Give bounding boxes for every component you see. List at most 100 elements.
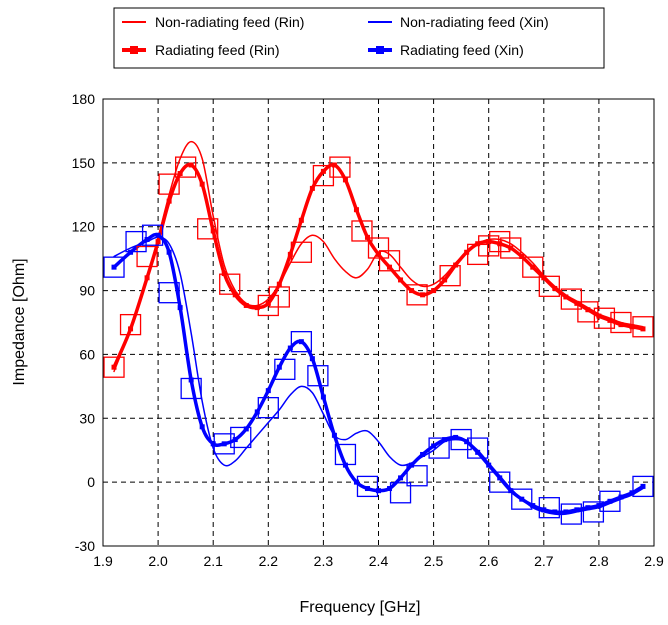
- y-tick-label: 90: [79, 283, 95, 299]
- x-axis-ticks: 1.9 2.0 2.1 2.2 2.3 2.4 2.5 2.6 2.7 2.8 2.9: [93, 553, 664, 569]
- data-point: [453, 434, 459, 440]
- marker-rad-rin: [489, 230, 511, 253]
- data-point: [243, 426, 249, 432]
- marker-rad-rin: [593, 307, 616, 329]
- y-tick-label: 150: [72, 155, 96, 171]
- marker-rad-xin: [334, 443, 357, 466]
- marker-rad-rin: [103, 356, 125, 378]
- data-point: [530, 264, 536, 270]
- x-tick-label: 2.2: [259, 553, 279, 569]
- marker-rad-xin: [632, 475, 654, 498]
- data-point: [353, 479, 359, 485]
- data-point: [254, 409, 260, 415]
- data-point: [574, 300, 580, 306]
- data-point: [210, 228, 216, 234]
- x-tick-label: 2.4: [369, 553, 389, 569]
- data-point: [376, 488, 381, 494]
- x-tick-label: 2.3: [314, 553, 334, 569]
- data-point: [629, 324, 635, 330]
- data-point: [287, 251, 293, 257]
- data-point: [442, 277, 448, 283]
- marker-rad-xin: [467, 437, 489, 459]
- data-point: [342, 177, 348, 183]
- data-point: [464, 439, 470, 445]
- data-point: [431, 288, 437, 294]
- data-point: [111, 364, 117, 370]
- marker-rad-xin: [307, 365, 329, 387]
- data-point: [596, 313, 602, 319]
- marker-rad-rin: [378, 250, 401, 272]
- marker-rad-rin: [632, 316, 654, 338]
- data-point: [486, 239, 492, 245]
- marker-rad-xin: [450, 428, 472, 451]
- data-point: [486, 462, 492, 468]
- data-point: [353, 207, 359, 213]
- data-point: [574, 507, 580, 513]
- marker-rad-xin: [356, 475, 379, 498]
- data-point: [519, 496, 525, 502]
- data-point: [364, 234, 370, 240]
- data-point: [508, 488, 514, 494]
- legend-entry-rad-rin: Radiating feed (Rin): [122, 42, 280, 58]
- marker-rad-xin: [290, 331, 313, 353]
- marker-rad-xin: [103, 256, 125, 278]
- data-point: [210, 441, 216, 447]
- data-point: [420, 292, 426, 298]
- x-tick-label: 2.1: [203, 553, 223, 569]
- marker-rad-rin: [406, 284, 428, 306]
- y-tick-label: 180: [72, 91, 96, 107]
- data-point: [552, 285, 558, 291]
- marker-rad-xin: [158, 282, 180, 304]
- data-point: [177, 305, 183, 311]
- data-point: [607, 498, 613, 504]
- data-point: [287, 345, 293, 351]
- legend-label-rad-xin: Radiating feed (Xin): [400, 42, 524, 58]
- data-point: [265, 388, 271, 394]
- marker-rad-rin: [351, 220, 373, 242]
- data-point: [409, 288, 415, 294]
- x-tick-label: 2.7: [534, 553, 554, 569]
- marker-rad-xin: [125, 230, 147, 253]
- marker-rad-xin: [257, 396, 279, 419]
- data-point: [128, 326, 134, 332]
- legend-label-nonrad-rin: Non-radiating feed (Rin): [155, 14, 304, 30]
- series-layer: [111, 140, 646, 516]
- x-tick-label: 2.9: [644, 553, 664, 569]
- data-point: [398, 277, 404, 283]
- marker-layer: [103, 156, 654, 525]
- legend-box: [113, 7, 605, 69]
- data-point: [607, 317, 613, 323]
- x-tick-label: 2.0: [148, 553, 168, 569]
- y-tick-label: 0: [87, 474, 95, 490]
- marker-rad-xin: [599, 490, 621, 512]
- y-tick-label: 120: [72, 219, 96, 235]
- marker-rad-rin: [439, 265, 461, 287]
- marker-rad-rin: [257, 294, 279, 317]
- data-point: [519, 254, 525, 260]
- marker-rad-rin: [290, 241, 313, 263]
- legend-entry-nonrad-xin: Non-radiating feed (Xin): [368, 14, 549, 30]
- marker-rad-xin: [230, 426, 252, 449]
- data-point: [320, 168, 326, 174]
- data-point: [221, 441, 227, 447]
- marker-rad-rin: [174, 156, 197, 178]
- data-point: [254, 305, 260, 311]
- data-point: [199, 424, 205, 430]
- y-tick-label: 30: [79, 410, 95, 426]
- data-point: [376, 251, 381, 257]
- legend-entry-rad-xin: Radiating feed (Xin): [368, 42, 524, 58]
- marker-rad-rin: [219, 273, 241, 295]
- marker-rad-xin: [389, 482, 412, 504]
- data-point: [563, 509, 569, 515]
- data-point: [398, 475, 404, 481]
- data-point: [387, 264, 393, 270]
- legend-entry-nonrad-rin: Non-radiating feed (Rin): [122, 14, 304, 30]
- data-point: [585, 307, 591, 313]
- marker-rad-rin: [312, 164, 335, 187]
- data-point: [596, 503, 602, 509]
- data-point: [111, 264, 117, 270]
- marker-rad-rin: [610, 311, 632, 334]
- data-point: [298, 217, 304, 223]
- data-point: [442, 437, 448, 443]
